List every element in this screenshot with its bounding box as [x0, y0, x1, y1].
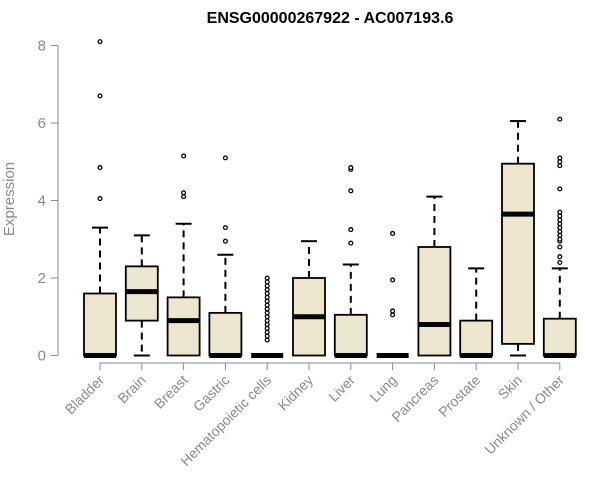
box-group: [376, 230, 409, 358]
x-tick-label: Unknown / Other: [481, 372, 567, 458]
box: [459, 319, 494, 357]
outlier-point: [348, 165, 354, 171]
box-group: [251, 275, 284, 358]
outlier-point: [390, 230, 396, 236]
outlier-point: [557, 244, 563, 250]
outlier-point: [390, 277, 396, 283]
outlier-point: [557, 116, 563, 122]
x-tick-label: Kidney: [275, 372, 317, 414]
y-tick-label: 8: [38, 38, 46, 55]
outlier-point: [557, 254, 563, 260]
box: [83, 292, 117, 357]
box-group: [501, 120, 535, 357]
outlier-point: [557, 209, 563, 215]
chart-title: ENSG00000267922 - AC007193.6: [207, 10, 454, 27]
y-tick-label: 4: [38, 193, 46, 210]
outlier-point: [557, 155, 563, 161]
outlier-point: [181, 153, 187, 159]
outlier-point: [390, 308, 396, 314]
y-tick-label: 0: [38, 348, 46, 365]
box: [166, 296, 201, 357]
outlier-point: [222, 238, 228, 244]
outlier-point: [348, 188, 354, 194]
box-group: [83, 39, 117, 358]
box-group: [333, 165, 368, 358]
y-axis-label: Expression: [1, 162, 18, 236]
x-tick-label: Lung: [366, 372, 399, 405]
outlier-point: [97, 165, 103, 171]
box-group: [166, 153, 201, 357]
box-group: [292, 240, 326, 357]
box: [501, 162, 535, 345]
x-tick-label: Skin: [495, 372, 526, 403]
y-tick-label: 6: [38, 115, 46, 132]
outlier-point: [557, 186, 563, 192]
x-tick-label: Breast: [151, 372, 191, 412]
outlier-point: [97, 93, 103, 99]
outlier-point: [222, 225, 228, 231]
y-axis: 0 2 4 6 8: [38, 38, 59, 365]
outlier-point: [348, 240, 354, 246]
outlier-point: [264, 275, 270, 281]
box-group: [459, 267, 494, 358]
outlier-point: [181, 190, 187, 196]
x-tick-label: Prostate: [435, 372, 483, 420]
box-group: [542, 116, 577, 358]
outlier-point: [557, 259, 563, 266]
box: [542, 317, 577, 357]
y-tick-label: 2: [38, 270, 46, 287]
outlier-point: [222, 155, 228, 161]
box: [417, 246, 452, 357]
outlier-point: [97, 39, 103, 45]
x-tick-label: Liver: [325, 372, 358, 405]
x-tick-label: Bladder: [62, 372, 108, 418]
plot-area: [83, 39, 577, 358]
box-group: [208, 155, 243, 358]
x-tick-label: Brain: [114, 372, 148, 406]
box: [208, 311, 243, 357]
box: [333, 313, 368, 357]
outlier-point: [348, 227, 354, 233]
outlier-point: [97, 196, 103, 202]
box-group: [417, 195, 452, 357]
box-group: [124, 234, 159, 357]
